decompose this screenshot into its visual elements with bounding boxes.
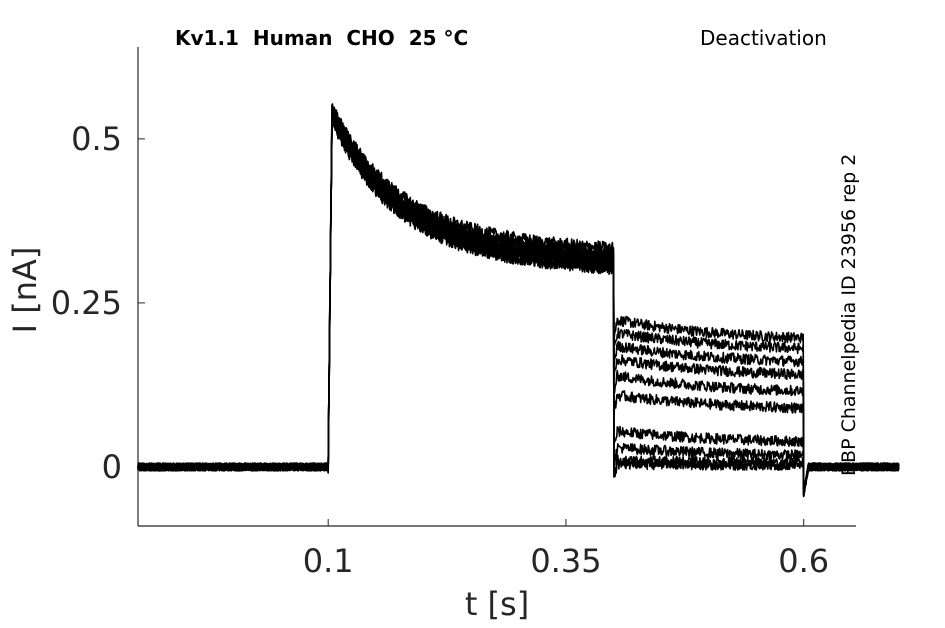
x-tick-label: 0.6 [778,542,829,580]
chart-title: Kv1.1 Human CHO 25 °C [175,26,469,50]
y-tick-label: 0.25 [51,284,122,322]
current-trace-6 [137,116,900,492]
x-axis-label: t [s] [465,585,529,623]
x-tick-label: 0.1 [303,542,354,580]
current-trace-10 [137,106,900,492]
x-tick-label: 0.35 [530,542,601,580]
traces [137,103,900,498]
axes: 0.1 0.35 0.6 0 0.25 0.5 [51,47,856,580]
source-label: BBP Channelpedia ID 23956 rep 2 [838,153,860,476]
y-axis-label: I [nA] [6,247,44,334]
y-tick-label: 0 [102,448,122,486]
protocol-label: Deactivation [700,26,827,50]
y-tick-label: 0.5 [71,120,122,158]
current-trace-7 [137,103,900,497]
